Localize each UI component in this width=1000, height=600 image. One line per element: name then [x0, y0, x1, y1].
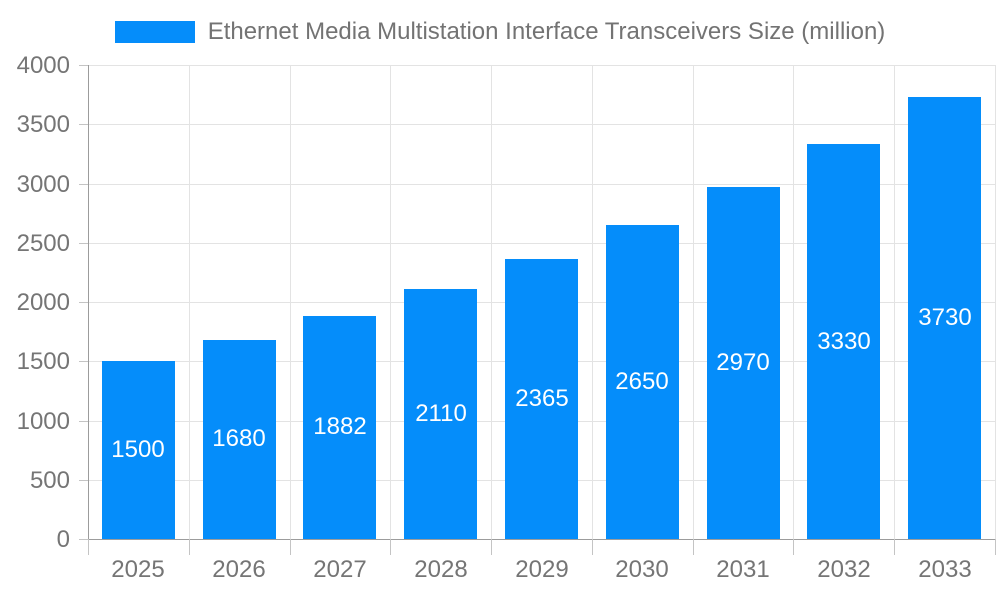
- y-axis-label: 3000: [16, 171, 70, 198]
- vertical-gridline: [894, 65, 895, 539]
- bar-value-label: 1500: [111, 436, 165, 463]
- bar: [102, 361, 175, 539]
- x-axis-tick: [693, 539, 694, 555]
- y-axis-tick: [79, 243, 88, 244]
- horizontal-gridline: [88, 539, 995, 540]
- vertical-gridline: [189, 65, 190, 539]
- x-axis-tick: [995, 539, 996, 555]
- y-axis-tick: [79, 65, 88, 66]
- y-axis-tick: [79, 302, 88, 303]
- y-axis-tick: [79, 361, 88, 362]
- x-axis-label: 2031: [716, 556, 770, 583]
- vertical-gridline: [88, 65, 89, 539]
- x-axis-tick: [189, 539, 190, 555]
- y-axis-label: 3500: [16, 111, 70, 138]
- y-axis-tick: [79, 421, 88, 422]
- vertical-gridline: [995, 65, 996, 539]
- x-axis-tick: [793, 539, 794, 555]
- legend-label: Ethernet Media Multistation Interface Tr…: [207, 18, 886, 45]
- legend: Ethernet Media Multistation Interface Tr…: [0, 17, 1000, 47]
- vertical-gridline: [592, 65, 593, 539]
- y-axis-label: 2500: [16, 230, 70, 257]
- vertical-gridline: [491, 65, 492, 539]
- bar-value-label: 3730: [918, 304, 972, 331]
- horizontal-gridline: [88, 124, 995, 125]
- vertical-gridline: [290, 65, 291, 539]
- x-axis-tick: [290, 539, 291, 555]
- vertical-gridline: [693, 65, 694, 539]
- x-axis-label: 2033: [918, 556, 972, 583]
- y-axis-label: 4000: [16, 52, 70, 79]
- bar: [606, 225, 679, 539]
- y-axis-tick: [79, 480, 88, 481]
- bar-value-label: 2650: [615, 368, 669, 395]
- y-axis-label: 1000: [16, 408, 70, 435]
- y-axis-tick: [79, 539, 88, 540]
- x-axis-tick: [592, 539, 593, 555]
- horizontal-gridline: [88, 65, 995, 66]
- y-axis-label: 1500: [16, 348, 70, 375]
- x-axis-label: 2032: [817, 556, 871, 583]
- bar: [908, 97, 981, 539]
- vertical-gridline: [390, 65, 391, 539]
- bar-value-label: 3330: [817, 328, 871, 355]
- y-axis-tick: [79, 124, 88, 125]
- x-axis-label: 2025: [111, 556, 165, 583]
- legend-swatch: [114, 21, 195, 43]
- x-axis-label: 2026: [212, 556, 266, 583]
- x-axis-tick: [390, 539, 391, 555]
- bar-value-label: 2365: [515, 385, 569, 412]
- bar: [707, 187, 780, 539]
- bar: [505, 259, 578, 539]
- y-axis-tick: [79, 184, 88, 185]
- bar: [807, 144, 880, 539]
- x-axis-label: 2027: [313, 556, 367, 583]
- vertical-gridline: [793, 65, 794, 539]
- bar-value-label: 2970: [716, 349, 770, 376]
- x-axis-tick: [894, 539, 895, 555]
- horizontal-gridline: [88, 243, 995, 244]
- y-axis-label: 0: [56, 526, 70, 553]
- y-axis-label: 2000: [16, 289, 70, 316]
- bar: [404, 289, 477, 539]
- horizontal-gridline: [88, 184, 995, 185]
- y-axis-label: 500: [29, 467, 70, 494]
- bar: [203, 340, 276, 539]
- bar-value-label: 2110: [415, 400, 467, 427]
- x-axis-tick: [491, 539, 492, 555]
- bar: [303, 316, 376, 539]
- x-axis-label: 2029: [515, 556, 569, 583]
- x-axis-tick: [88, 539, 89, 555]
- bar-value-label: 1680: [212, 425, 266, 452]
- bar-value-label: 1882: [313, 413, 367, 440]
- x-axis-label: 2030: [615, 556, 669, 583]
- x-axis-label: 2028: [414, 556, 468, 583]
